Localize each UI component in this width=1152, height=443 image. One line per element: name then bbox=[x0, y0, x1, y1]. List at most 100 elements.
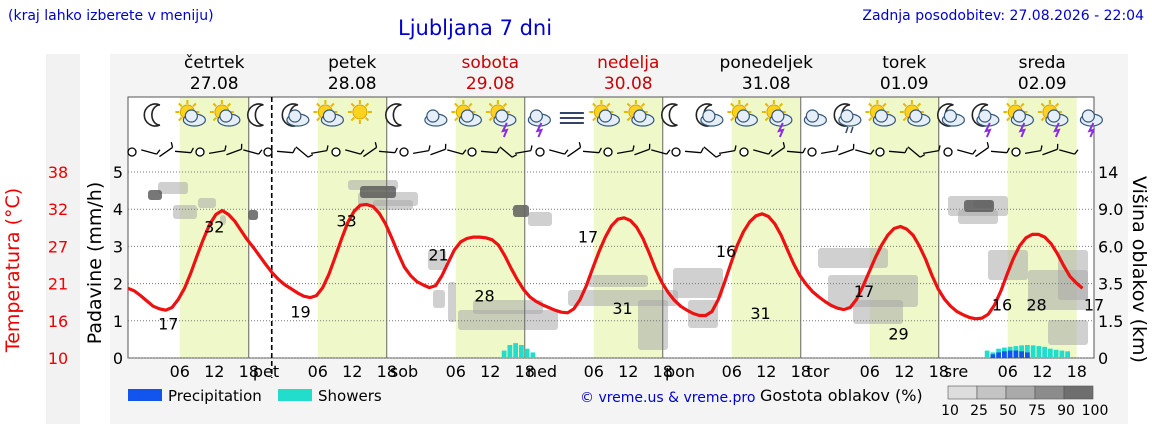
cloud-core bbox=[248, 210, 258, 220]
cloud-tick: 3.5 bbox=[1098, 275, 1123, 294]
showers-bars bbox=[501, 343, 1070, 358]
barb-flag bbox=[648, 143, 651, 150]
cloud-blob bbox=[673, 268, 723, 298]
cloud-tick: 14 bbox=[1098, 163, 1118, 182]
hour-tick: 18 bbox=[239, 362, 259, 381]
barb-shaft bbox=[276, 150, 294, 154]
barb-flag bbox=[715, 154, 722, 158]
sun-ray bbox=[454, 102, 459, 108]
temp-value-label: 19 bbox=[290, 303, 310, 322]
barb-flag bbox=[428, 145, 431, 151]
barb-flag bbox=[904, 147, 908, 153]
wind-barb bbox=[311, 145, 329, 155]
sun-ray bbox=[902, 102, 907, 108]
cloud-blob bbox=[373, 200, 413, 210]
barb-shaft bbox=[413, 149, 429, 155]
showers-legend-label: Showers bbox=[318, 387, 382, 405]
cloud-puff bbox=[598, 109, 612, 123]
sun-storm-icon bbox=[485, 100, 517, 138]
cloud-puff bbox=[702, 109, 716, 123]
moon-shape bbox=[384, 103, 402, 127]
temp-tick: 32 bbox=[48, 200, 68, 219]
shower-bar bbox=[1059, 350, 1065, 358]
barb-flag bbox=[307, 154, 314, 158]
barb-flag bbox=[224, 145, 227, 151]
day-name: četrtek bbox=[184, 53, 245, 73]
hour-tick: 06 bbox=[584, 362, 604, 381]
moon-cloud-icon bbox=[695, 103, 724, 127]
wind-barb bbox=[430, 143, 447, 156]
hour-tick: 18 bbox=[653, 362, 673, 381]
barb-flag bbox=[972, 149, 977, 155]
cloud-puff bbox=[219, 109, 233, 123]
cloud-blob bbox=[1048, 320, 1088, 345]
temp-tick: 38 bbox=[48, 163, 68, 182]
sun-cloud-icon bbox=[175, 100, 206, 127]
calm-circle bbox=[1011, 147, 1021, 157]
wind-barb bbox=[480, 147, 500, 154]
calm-circle bbox=[127, 147, 137, 157]
cloud-puff bbox=[874, 109, 888, 123]
temp-tick: 10 bbox=[48, 349, 68, 368]
barb-shaft bbox=[703, 146, 717, 158]
wind-barb bbox=[499, 146, 518, 158]
barb-flag bbox=[1074, 149, 1079, 155]
wind-barb bbox=[243, 149, 263, 155]
sun-ray bbox=[744, 102, 749, 108]
barb-flag bbox=[170, 142, 174, 148]
day-date: 02.09 bbox=[1018, 74, 1067, 94]
hour-tick: 06 bbox=[722, 362, 742, 381]
wind-barb bbox=[990, 147, 1010, 154]
barb-flag bbox=[511, 154, 518, 158]
calm-circle bbox=[603, 147, 613, 157]
calm-circle bbox=[467, 147, 477, 157]
thunderstorm-icon bbox=[527, 109, 551, 138]
calm-circle bbox=[535, 147, 545, 157]
hour-tick: 12 bbox=[756, 362, 776, 381]
wind-barb bbox=[295, 146, 314, 158]
cloud-blob bbox=[198, 198, 216, 208]
daylight-band bbox=[1007, 97, 1077, 358]
wind-barb bbox=[907, 146, 926, 158]
temp-tick: 21 bbox=[48, 275, 68, 294]
wind-barb bbox=[943, 147, 953, 157]
cloud-blob bbox=[173, 205, 197, 219]
daylight-band bbox=[317, 97, 387, 358]
sun-icon bbox=[347, 100, 372, 124]
cloud-density-label: Gostota oblakov (%) bbox=[760, 386, 923, 405]
barb-flag bbox=[360, 149, 365, 155]
wind-barb bbox=[753, 149, 773, 155]
sun-ray bbox=[364, 102, 370, 108]
barb-shaft bbox=[719, 149, 735, 155]
sun-cloud-icon bbox=[313, 100, 344, 127]
wind-barb bbox=[671, 147, 681, 157]
moon-shape bbox=[246, 103, 264, 127]
barb-shaft bbox=[363, 146, 377, 158]
sun-ray bbox=[868, 102, 873, 108]
wind-barb bbox=[875, 147, 885, 157]
barb-shaft bbox=[1042, 148, 1058, 156]
day-name: ponedeljek bbox=[720, 53, 814, 73]
calm-circle bbox=[875, 147, 885, 157]
barb-shaft bbox=[786, 150, 804, 154]
cloud-blob bbox=[638, 300, 668, 350]
wind-barb bbox=[141, 149, 161, 155]
wind-barb bbox=[603, 147, 613, 157]
sun-ray bbox=[226, 102, 232, 108]
precip-tick: 1 bbox=[113, 312, 123, 331]
lightning bbox=[535, 122, 544, 138]
barb-flag bbox=[700, 147, 704, 153]
lightning bbox=[984, 122, 992, 138]
day-abbr-tick: pet bbox=[253, 362, 279, 381]
cloud-blob bbox=[473, 300, 543, 314]
density-swatch bbox=[976, 385, 1007, 400]
precip-bar bbox=[1019, 351, 1024, 358]
cloud-puff bbox=[840, 109, 854, 123]
barb-flag bbox=[462, 149, 467, 155]
hour-tick: 18 bbox=[1067, 362, 1087, 381]
hour-tick: 12 bbox=[618, 362, 638, 381]
hour-tick: 06 bbox=[308, 362, 328, 381]
wind-barb bbox=[1042, 143, 1059, 156]
wind-barb bbox=[975, 142, 990, 158]
sun-ray bbox=[868, 116, 873, 122]
